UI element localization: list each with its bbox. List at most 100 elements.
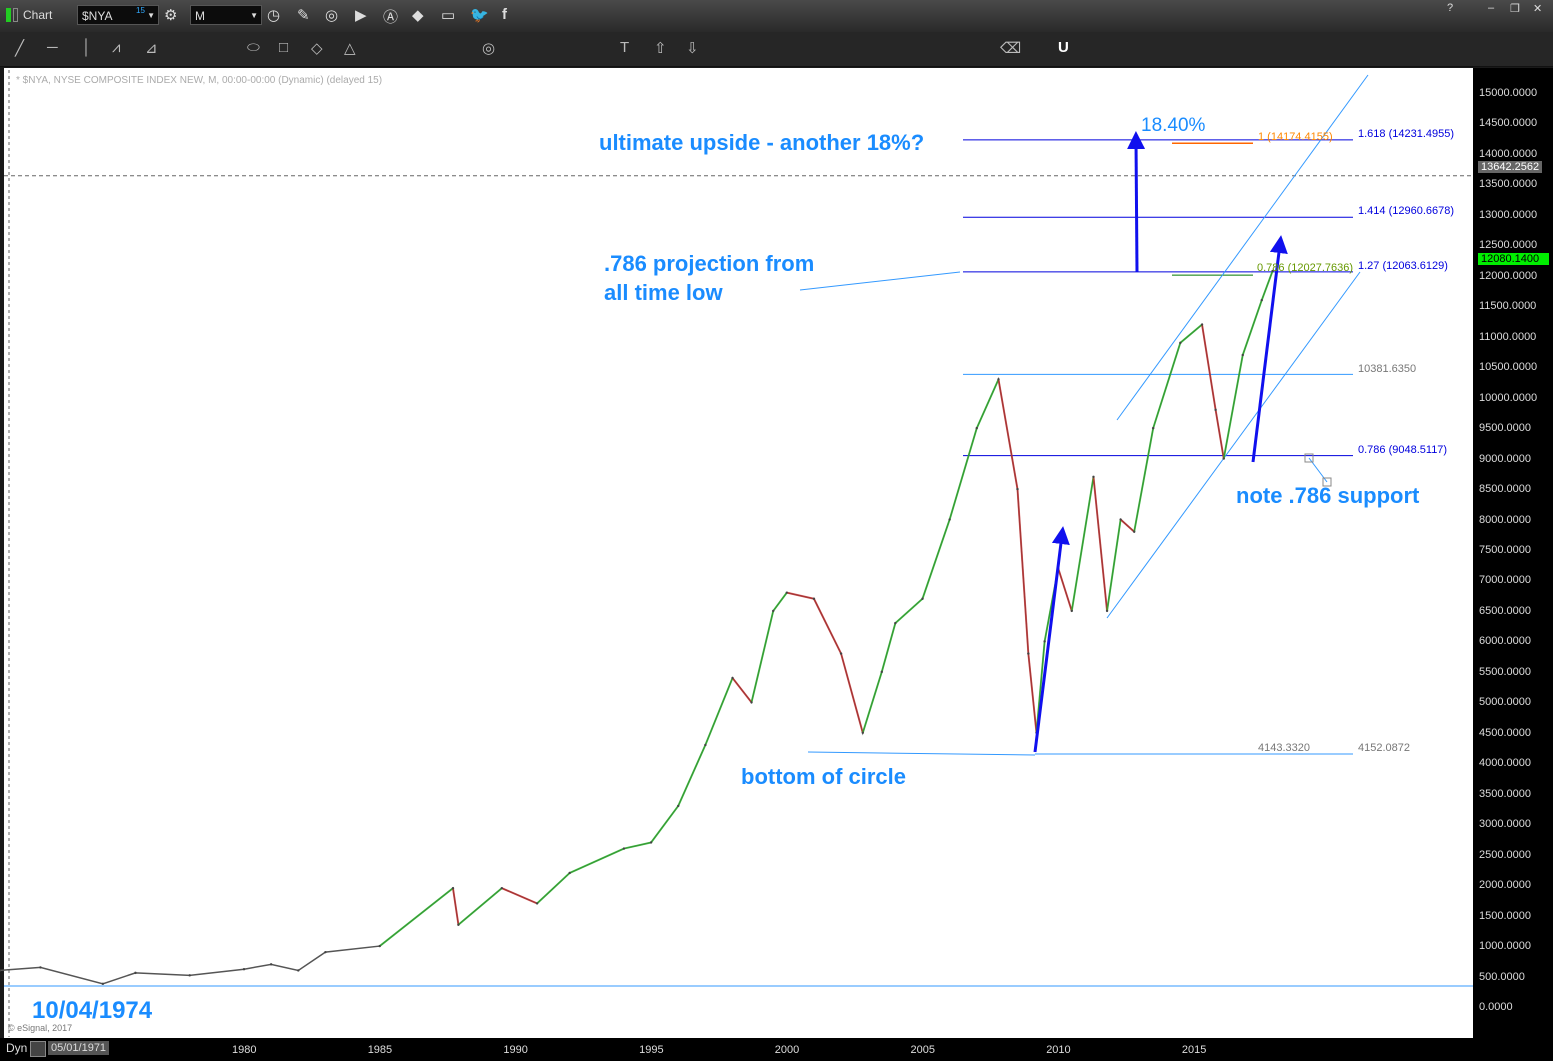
cursor-date: 05/01/1971 (48, 1041, 110, 1055)
y-tick-label: 7000.0000 (1479, 574, 1531, 587)
help-icon[interactable]: ? (1447, 2, 1454, 14)
dropdown-arrow-icon[interactable]: ▼ (147, 11, 155, 20)
price-segment (813, 598, 842, 655)
price-segment (861, 671, 883, 734)
y-tick-label: 12500.0000 (1479, 239, 1538, 252)
pencil-icon[interactable]: ✎ (297, 7, 310, 24)
down-arrow-tool-icon[interactable]: ⇩ (686, 40, 699, 57)
comment-icon[interactable]: ▭ (441, 7, 456, 24)
magnet-icon[interactable]: U (1058, 39, 1069, 56)
interval-select[interactable]: M ▼ (190, 5, 262, 25)
price-point (975, 426, 978, 430)
y-tick-label: 2500.0000 (1479, 848, 1531, 861)
price-segment (1106, 519, 1122, 612)
line-tool-icon[interactable]: ╱ (15, 40, 25, 57)
chart-header: * $NYA, NYSE COMPOSITE INDEX NEW, M, 00:… (16, 75, 383, 86)
x-axis[interactable]: Dyn 05/01/1971 1980 1985 1990 1995 2000 2005 2… (0, 1038, 1553, 1061)
symbol-input[interactable]: $NYA 15 ▼ (77, 5, 159, 25)
rectangle-tool-icon[interactable]: □ (279, 39, 289, 56)
price-point (1214, 408, 1217, 412)
chart-plot-area[interactable] (4, 68, 1473, 1038)
price-segment (772, 592, 788, 612)
price-segment (997, 379, 1019, 490)
price-point (1119, 518, 1122, 521)
twitter-icon[interactable]: 🐦 (470, 7, 489, 24)
price-point (535, 902, 539, 905)
annotation-projection-2: all time low (604, 280, 723, 305)
price-segment (750, 610, 775, 703)
price-point (1179, 341, 1182, 345)
crosshair-price-tag: 13642.2562 (1478, 161, 1543, 173)
y-tick-label: 3500.0000 (1479, 787, 1531, 800)
price-segment (921, 519, 951, 600)
fib-label-10381: 10381.6350 (1358, 363, 1417, 375)
y-tick-label: 1000.0000 (1479, 940, 1531, 953)
fib-label-1414: 1.414 (12960.6678) (1358, 205, 1455, 217)
price-point (677, 804, 680, 808)
price-point (134, 971, 137, 975)
text-tool-icon[interactable]: T (620, 39, 630, 56)
diamond-tool-icon[interactable]: ◇ (311, 40, 323, 57)
price-point (772, 609, 775, 613)
price-point (324, 950, 327, 954)
y-tick-label: 4000.0000 (1479, 757, 1531, 770)
annotation-pct: 18.40% (1141, 115, 1206, 136)
interval-value: M (195, 9, 205, 23)
price-segment (948, 427, 978, 520)
price-segment (379, 887, 454, 947)
up-arrow-tool-icon[interactable]: ⇧ (654, 40, 667, 57)
price-point (894, 621, 897, 625)
settings-gear-icon[interactable]: ⚙ (164, 7, 178, 24)
circles-tool-icon[interactable]: ◎ (482, 40, 496, 57)
price-segment (1016, 489, 1030, 654)
price-point (622, 847, 626, 850)
price-point (750, 701, 753, 704)
chart-link-icon[interactable] (6, 8, 11, 22)
fan-tool-icon[interactable]: ⊿ (145, 40, 158, 57)
dropdown-arrow-icon[interactable]: ▼ (250, 11, 258, 20)
study-icon[interactable]: ◎ (325, 7, 339, 24)
price-point (378, 944, 381, 948)
projection-arrow (1127, 131, 1146, 273)
x-tick-label: 2010 (1046, 1044, 1071, 1056)
triangle-tool-icon[interactable]: △ (344, 40, 356, 57)
y-tick-label: 6000.0000 (1479, 635, 1531, 648)
price-point (997, 378, 1000, 381)
fib-label-1: 1 (14174.4155) (1258, 131, 1333, 143)
last-price-tag: 12080.1400 (1478, 253, 1549, 265)
link-icon[interactable]: ◆ (412, 7, 424, 24)
price-segment (731, 677, 753, 703)
y-tick-label: 8000.0000 (1479, 513, 1531, 526)
y-tick-label: 7500.0000 (1479, 544, 1531, 556)
price-point (731, 676, 734, 680)
y-tick-label: 10000.0000 (1479, 391, 1538, 404)
zigzag-tool-icon[interactable]: ⩘ (112, 39, 121, 56)
x-tick-label: 1980 (232, 1044, 257, 1056)
lock-icon[interactable] (30, 1041, 46, 1057)
clock-icon[interactable]: ◷ (267, 7, 281, 24)
eraser-tool-icon[interactable]: ⌫ (1000, 40, 1022, 57)
chart-link-icon-2[interactable] (13, 8, 18, 22)
y-tick-label: 3000.0000 (1479, 818, 1531, 831)
x-tick-label: 1995 (639, 1044, 664, 1056)
price-point (1070, 609, 1073, 613)
facebook-icon[interactable]: f (502, 6, 507, 23)
price-point (1271, 269, 1274, 273)
play-icon[interactable]: ▶ (355, 7, 367, 24)
alert-icon[interactable]: Ⓐ (383, 9, 399, 26)
price-segment (1260, 270, 1274, 301)
y-axis[interactable]: 15000.0000 14500.0000 14000.0000 13500.0000… (1473, 68, 1553, 1038)
close-icon[interactable]: ✕ (1533, 3, 1543, 15)
price-point (457, 923, 460, 926)
restore-icon[interactable]: ❐ (1510, 3, 1520, 15)
hline-tool-icon[interactable]: ─ (47, 39, 58, 56)
vline-tool-icon[interactable]: │ (82, 39, 92, 56)
price-point (101, 982, 105, 986)
price-segment (786, 591, 815, 600)
y-tick-label: 500.0000 (1479, 970, 1525, 983)
ellipse-tool-icon[interactable]: ⬭ (247, 39, 260, 56)
minimize-icon[interactable]: – (1488, 2, 1495, 14)
price-point (839, 652, 843, 655)
price-segment (880, 622, 897, 673)
copyright: © eSignal, 2017 (8, 1023, 73, 1033)
